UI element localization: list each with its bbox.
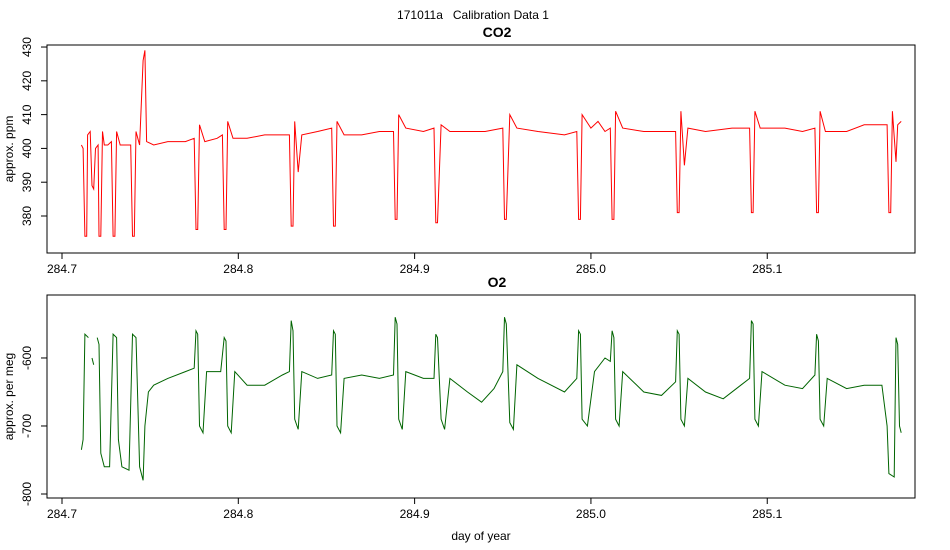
x-tick-label: 284.8 [223,262,253,276]
x-tick-label: 284.7 [47,262,77,276]
x-tick-label: 284.9 [400,507,430,521]
panel-title: O2 [488,274,507,290]
plot-frame [46,44,916,254]
plot-frame [46,294,916,499]
x-tick-label: 285.0 [576,507,606,521]
x-axis-title: day of year [451,529,510,543]
y-tick-label: 430 [20,37,34,57]
x-tick-label: 284.8 [223,507,253,521]
x-tick-label: 284.7 [47,507,77,521]
x-tick-label: 285.1 [752,507,782,521]
data-line [80,50,902,237]
data-line [80,317,902,481]
y-axis-title: approx. ppm [2,116,16,183]
y-tick-label: 390 [20,172,34,192]
y-tick-label: 420 [20,70,34,90]
figure-title: 171011a Calibration Data 1 [397,8,549,22]
y-axis-title: approx. per meg [2,353,16,440]
x-tick-label: 285.1 [752,262,782,276]
y-tick-label: 380 [20,206,34,226]
x-tick-label: 285.0 [576,262,606,276]
y-tick-label: -700 [20,414,34,438]
y-tick-label: 410 [20,104,34,124]
y-tick-label: -800 [20,482,34,506]
y-tick-label: -600 [20,346,34,370]
x-tick-label: 284.9 [400,262,430,276]
panel-title: CO2 [483,24,512,40]
y-tick-label: 400 [20,138,34,158]
